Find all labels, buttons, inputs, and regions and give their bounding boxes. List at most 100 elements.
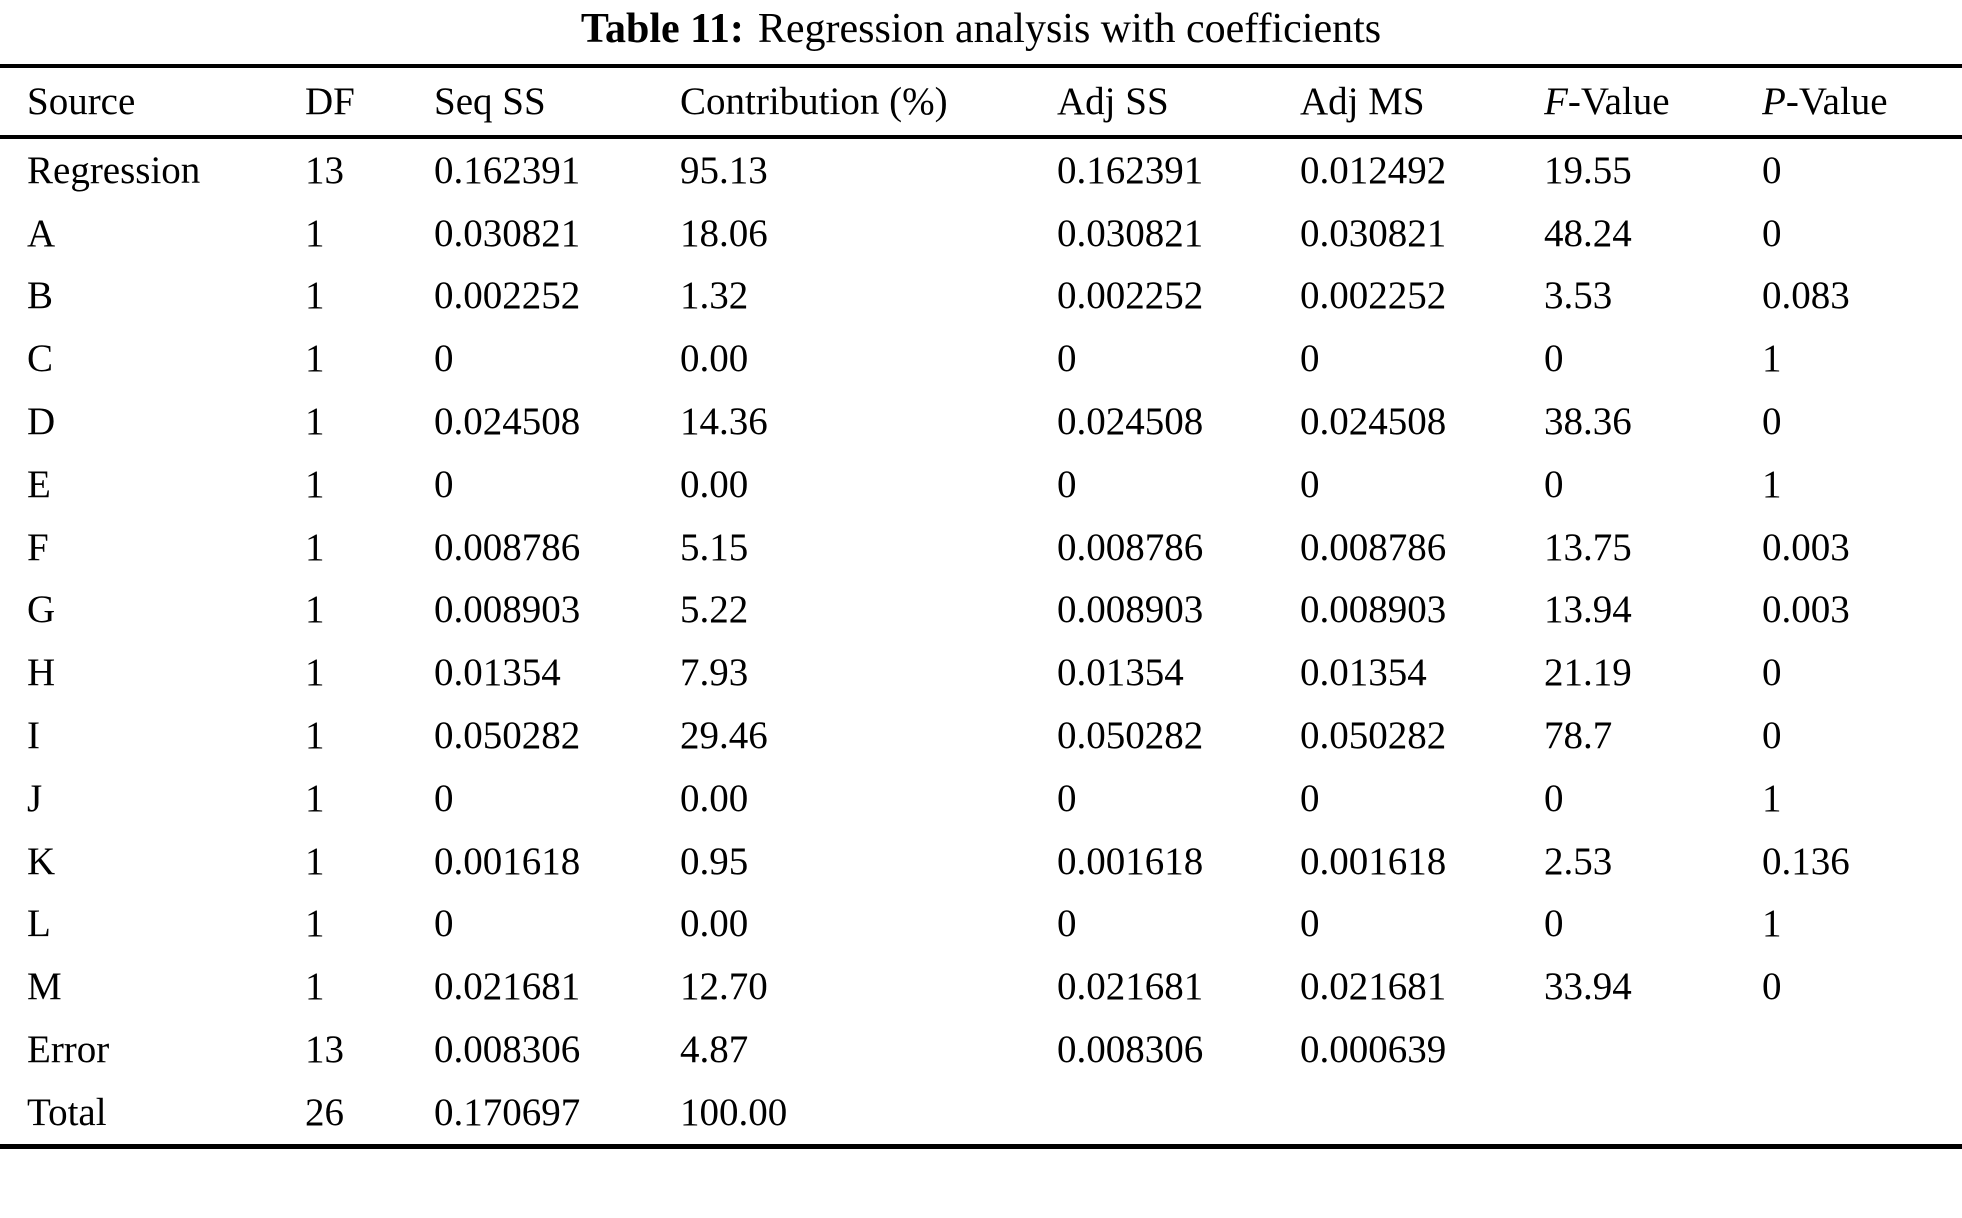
cell-error-adj-ms: 0.000639: [1300, 1028, 1447, 1072]
cell-d-f-value: 38.36: [1544, 400, 1632, 444]
cell-b-adj-ms: 0.002252: [1300, 274, 1447, 318]
cell-error-source: Error: [27, 1028, 110, 1072]
cell-regression-contribution: 95.13: [680, 148, 768, 192]
cell-h-f-value: 21.19: [1544, 651, 1632, 695]
table-row-b: B 1 0.002252 1.32 0.002252 0.002252 3.53 0.083: [0, 265, 1962, 328]
cell-l-adj-ss: 0: [1057, 902, 1077, 946]
cell-f-f-value: 13.75: [1544, 525, 1632, 569]
cell-f-adj-ms: 0.008786: [1300, 525, 1447, 569]
table-row-error: Error 13 0.008306 4.87 0.008306 0.000639: [0, 1018, 1962, 1081]
cell-d-p-value: 0: [1762, 400, 1782, 444]
cell-c-contribution: 0.00: [680, 337, 749, 381]
cell-c-source: C: [27, 337, 54, 381]
cell-c-df: 1: [305, 337, 325, 381]
table-row-total: Total 26 0.170697 100.00: [0, 1081, 1962, 1146]
column-header-seq-ss: Seq SS: [434, 66, 680, 139]
cell-j-df: 1: [305, 776, 325, 820]
table-row-f: F 1 0.008786 5.15 0.008786 0.008786 13.75 0.003: [0, 516, 1962, 579]
column-header-df: DF: [305, 66, 434, 139]
cell-c-adj-ss: 0: [1057, 337, 1077, 381]
cell-error-seq-ss: 0.008306: [434, 1028, 581, 1072]
cell-h-contribution: 7.93: [680, 651, 749, 695]
cell-total-adj-ss: [1057, 1081, 1300, 1146]
column-header-source: Source: [0, 66, 305, 139]
cell-i-seq-ss: 0.050282: [434, 714, 581, 758]
cell-f-adj-ss: 0.008786: [1057, 525, 1204, 569]
cell-i-df: 1: [305, 714, 325, 758]
column-header-f-value: F-Value: [1544, 66, 1762, 139]
regression-analysis-table: Source DF Seq SS Contribution (%) Adj SS Adj …: [0, 64, 1962, 1149]
cell-a-source: A: [27, 211, 56, 255]
table-body: Regression 13 0.162391 95.13 0.162391 0.01249…: [0, 137, 1962, 1146]
cell-regression-seq-ss: 0.162391: [434, 148, 581, 192]
cell-regression-adj-ss: 0.162391: [1057, 148, 1204, 192]
cell-a-f-value: 48.24: [1544, 211, 1632, 255]
cell-error-df: 13: [305, 1028, 344, 1072]
cell-l-seq-ss: 0: [434, 902, 454, 946]
cell-k-p-value: 0.136: [1762, 839, 1850, 883]
cell-h-source: H: [27, 651, 56, 695]
cell-g-source: G: [27, 588, 56, 632]
cell-c-f-value: 0: [1544, 337, 1564, 381]
cell-f-contribution: 5.15: [680, 525, 749, 569]
italic-letter: P: [1762, 80, 1786, 123]
table-row-regression: Regression 13 0.162391 95.13 0.162391 0.01249…: [0, 137, 1962, 202]
cell-k-contribution: 0.95: [680, 839, 749, 883]
cell-k-seq-ss: 0.001618: [434, 839, 581, 883]
cell-g-adj-ms: 0.008903: [1300, 588, 1447, 632]
cell-total-f-value: [1544, 1081, 1762, 1146]
cell-k-adj-ss: 0.001618: [1057, 839, 1204, 883]
cell-j-seq-ss: 0: [434, 776, 454, 820]
table-row-c: C 1 0 0.00 0 0 0 1: [0, 327, 1962, 390]
cell-d-seq-ss: 0.024508: [434, 400, 581, 444]
cell-j-p-value: 1: [1762, 776, 1782, 820]
cell-a-contribution: 18.06: [680, 211, 768, 255]
cell-k-df: 1: [305, 839, 325, 883]
cell-m-source: M: [27, 965, 62, 1009]
table-caption-label: Table 11:: [580, 6, 744, 52]
column-header-contribution: Contribution (%): [680, 66, 1057, 139]
cell-total-source: Total: [27, 1090, 107, 1134]
cell-e-adj-ss: 0: [1057, 462, 1077, 506]
cell-h-adj-ms: 0.01354: [1300, 651, 1427, 695]
cell-regression-df: 13: [305, 148, 344, 192]
cell-k-adj-ms: 0.001618: [1300, 839, 1447, 883]
table-row-g: G 1 0.008903 5.22 0.008903 0.008903 13.94 0.003: [0, 579, 1962, 642]
cell-m-adj-ss: 0.021681: [1057, 965, 1204, 1009]
cell-error-p-value: [1762, 1018, 1962, 1081]
cell-j-source: J: [27, 776, 43, 820]
cell-j-f-value: 0: [1544, 776, 1564, 820]
cell-d-adj-ss: 0.024508: [1057, 400, 1204, 444]
cell-j-adj-ms: 0: [1300, 776, 1320, 820]
table-row-a: A 1 0.030821 18.06 0.030821 0.030821 48.24 0: [0, 202, 1962, 265]
cell-total-contribution: 100.00: [680, 1090, 788, 1134]
cell-d-adj-ms: 0.024508: [1300, 400, 1447, 444]
cell-g-p-value: 0.003: [1762, 588, 1850, 632]
cell-d-df: 1: [305, 400, 325, 444]
cell-g-contribution: 5.22: [680, 588, 749, 632]
cell-c-adj-ms: 0: [1300, 337, 1320, 381]
cell-g-seq-ss: 0.008903: [434, 588, 581, 632]
cell-l-p-value: 1: [1762, 902, 1782, 946]
cell-l-adj-ms: 0: [1300, 902, 1320, 946]
cell-h-df: 1: [305, 651, 325, 695]
italic-letter: F: [1544, 80, 1568, 123]
cell-f-source: F: [27, 525, 49, 569]
cell-b-df: 1: [305, 274, 325, 318]
cell-a-df: 1: [305, 211, 325, 255]
table-row-l: L 1 0 0.00 0 0 0 1: [0, 893, 1962, 956]
cell-g-adj-ss: 0.008903: [1057, 588, 1204, 632]
cell-c-seq-ss: 0: [434, 337, 454, 381]
table-header-row: Source DF Seq SS Contribution (%) Adj SS Adj …: [0, 66, 1962, 139]
column-header-adj-ms: Adj MS: [1300, 66, 1544, 139]
cell-h-p-value: 0: [1762, 651, 1782, 695]
cell-d-contribution: 14.36: [680, 400, 768, 444]
cell-total-adj-ms: [1300, 1081, 1544, 1146]
cell-l-contribution: 0.00: [680, 902, 749, 946]
cell-m-adj-ms: 0.021681: [1300, 965, 1447, 1009]
table-row-h: H 1 0.01354 7.93 0.01354 0.01354 21.19 0: [0, 641, 1962, 704]
cell-b-source: B: [27, 274, 54, 318]
table-row-d: D 1 0.024508 14.36 0.024508 0.024508 38.36 0: [0, 390, 1962, 453]
table-header: Source DF Seq SS Contribution (%) Adj SS Adj …: [0, 66, 1962, 139]
